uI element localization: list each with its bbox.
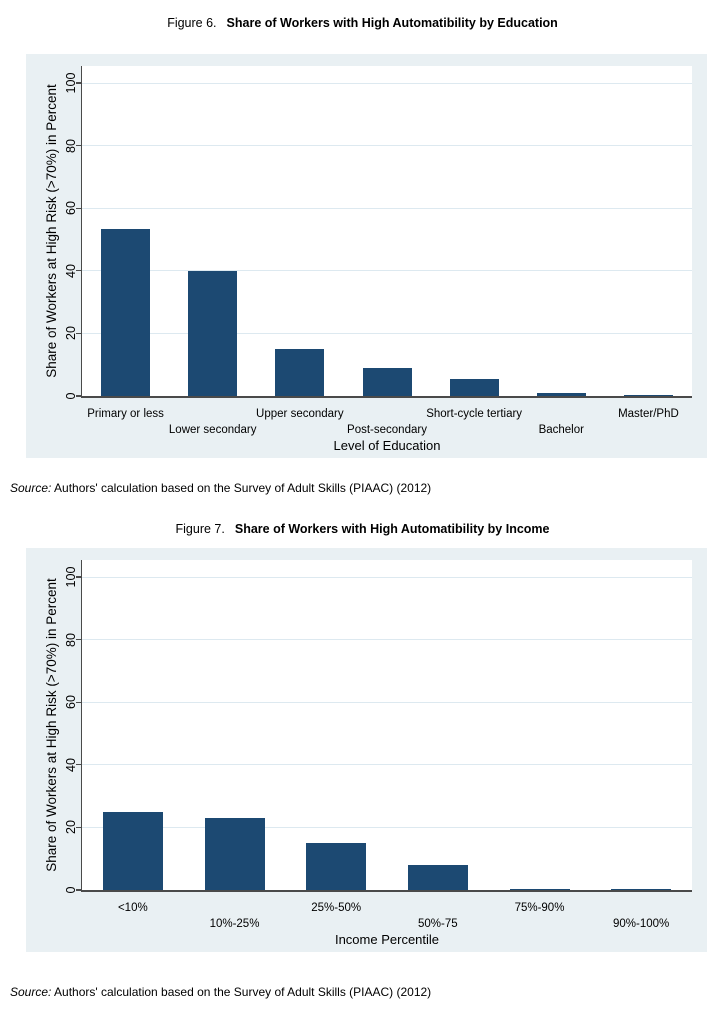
source-text: Authors' calculation based on the Survey… xyxy=(54,481,432,495)
gridline xyxy=(82,82,692,84)
x-axis-title: Level of Education xyxy=(333,438,441,453)
x-category-label: Upper secondary xyxy=(256,408,344,420)
y-tick-label: 60 xyxy=(64,695,78,710)
y-axis-tick xyxy=(76,395,82,397)
gridline xyxy=(82,639,692,641)
x-category-label: Master/PhD xyxy=(618,408,679,420)
bar xyxy=(204,818,265,890)
gridline xyxy=(82,145,692,147)
y-axis-tick xyxy=(76,145,82,147)
bar xyxy=(101,228,151,396)
bar xyxy=(611,888,672,890)
x-category-label: <10% xyxy=(117,902,148,914)
x-category-label: Lower secondary xyxy=(168,424,257,436)
y-tick-label: 40 xyxy=(64,263,78,278)
x-category-label: Short-cycle tertiary xyxy=(426,408,523,420)
gridline xyxy=(82,764,692,766)
bar xyxy=(102,811,163,890)
bar xyxy=(306,843,367,890)
figure-6-number: Figure 6. xyxy=(167,16,217,30)
y-axis-tick xyxy=(76,826,82,828)
x-category-label: 75%-90% xyxy=(514,902,565,914)
gridline xyxy=(82,332,692,334)
y-axis-tick xyxy=(76,889,82,891)
figure-7-caption: Figure 7. Share of Workers with High Auto… xyxy=(0,522,725,537)
education-bar-chart: 0 20 40 60 80 100 Share of Workers at High Ris… xyxy=(26,54,707,458)
x-category-label: Post-secondary xyxy=(347,424,427,436)
figure-6-caption: Figure 6. Share of Workers with High Auto… xyxy=(0,16,725,31)
y-axis-title: Share of Workers at High Risk (>70%) in … xyxy=(44,578,59,872)
bar xyxy=(407,864,468,890)
bar xyxy=(188,270,238,396)
plot-area xyxy=(82,560,692,890)
gridline xyxy=(82,826,692,828)
y-axis-tick xyxy=(76,270,82,272)
y-tick-label: 60 xyxy=(64,201,78,216)
x-category-label: 50%-75 xyxy=(418,918,458,930)
gridline xyxy=(82,701,692,703)
y-axis-title: Share of Workers at High Risk (>70%) in … xyxy=(44,84,59,378)
x-axis-line xyxy=(80,890,692,892)
gridline xyxy=(82,270,692,272)
figure-6-source: Source: Authors' calculation based on th… xyxy=(10,481,431,495)
bar xyxy=(623,395,673,396)
y-tick-label: 40 xyxy=(64,757,78,772)
bar xyxy=(449,378,499,396)
income-bar-chart: 0 20 40 60 80 100 Share of Workers at High Ris… xyxy=(26,548,707,952)
y-tick-label: 80 xyxy=(64,138,78,153)
y-axis-tick xyxy=(76,576,82,578)
x-category-label: Bachelor xyxy=(538,424,584,436)
y-axis-tick xyxy=(76,332,82,334)
y-tick-label: 100 xyxy=(64,72,78,94)
bar xyxy=(536,393,586,396)
gridline xyxy=(82,576,692,578)
figure-6-title-text: Share of Workers with High Automatibilit… xyxy=(226,16,558,30)
y-axis-line xyxy=(80,560,82,892)
y-tick-label: 100 xyxy=(64,566,78,588)
y-axis-tick xyxy=(76,764,82,766)
x-axis-title: Income Percentile xyxy=(334,932,440,947)
y-tick-label: 20 xyxy=(64,326,78,341)
y-axis-tick xyxy=(76,639,82,641)
x-axis-line xyxy=(80,396,692,398)
x-category-label: 25%-50% xyxy=(311,902,362,914)
y-tick-label: 20 xyxy=(64,820,78,835)
source-label: Source: xyxy=(10,481,52,495)
figure-7-title-text: Share of Workers with High Automatibilit… xyxy=(234,522,550,536)
bar xyxy=(509,888,570,890)
y-tick-label: 80 xyxy=(64,632,78,647)
x-category-label: 90%-100% xyxy=(613,918,670,930)
y-axis-line xyxy=(80,66,82,398)
source-label: Source: xyxy=(10,985,52,999)
plot-area xyxy=(82,66,692,396)
x-category-label: 10%-25% xyxy=(209,918,260,930)
bar xyxy=(362,367,412,396)
bar xyxy=(275,349,325,396)
x-category-label: Primary or less xyxy=(87,408,164,420)
y-axis-tick xyxy=(76,701,82,703)
y-axis-tick xyxy=(76,82,82,84)
gridline xyxy=(82,207,692,209)
y-axis-tick xyxy=(76,207,82,209)
figure-7-source: Source: Authors' calculation based on th… xyxy=(10,985,431,999)
figure-7-number: Figure 7. xyxy=(175,522,225,536)
source-text: Authors' calculation based on the Survey… xyxy=(54,985,432,999)
